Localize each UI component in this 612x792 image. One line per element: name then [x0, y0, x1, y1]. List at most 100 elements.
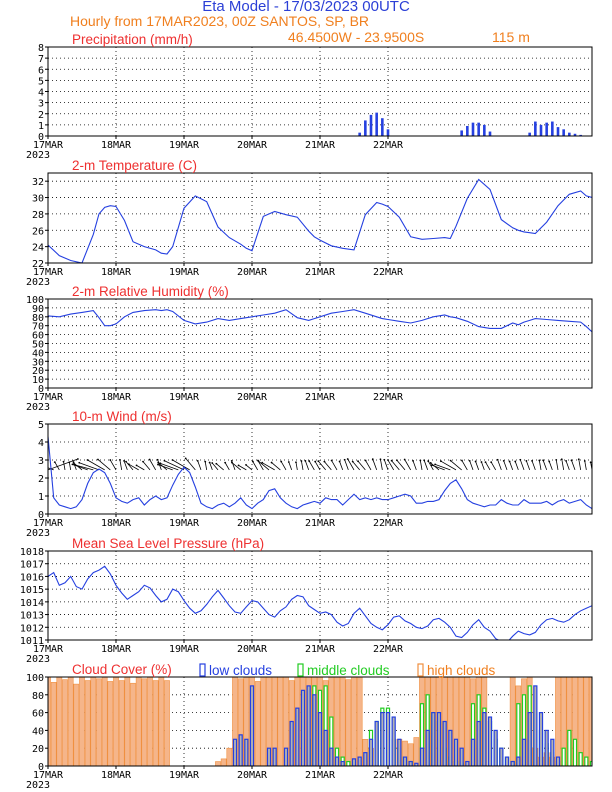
y-tick-label: 4	[38, 438, 44, 449]
panel-6: 0 20 40 60 80 100 17MAR 18MAR 19MAR 20MAR 21MAR 22M…	[26, 662, 593, 791]
y-tick-label: 80	[32, 313, 44, 324]
high-cloud-bar	[271, 677, 278, 766]
high-cloud-bar	[577, 677, 584, 766]
precip-bar	[488, 131, 492, 136]
legend-label: high clouds	[427, 663, 496, 678]
plot-area	[48, 47, 592, 136]
wind-barb-head	[343, 458, 346, 461]
low-cloud-bar	[521, 738, 527, 766]
wind-barb	[160, 462, 179, 471]
precip-bar	[483, 124, 486, 136]
y-tick-label: 70	[32, 322, 44, 333]
x-tick-label: 19MAR	[169, 770, 200, 781]
precip-bar	[477, 122, 480, 136]
wind-barb-head	[157, 463, 159, 466]
wind-barb	[68, 462, 72, 470]
wind-barb	[440, 460, 457, 471]
wind-barb-head	[287, 461, 290, 463]
wind-barb-head	[68, 461, 71, 464]
high-cloud-bar	[458, 677, 465, 766]
x-tick-label: 17MAR	[33, 267, 64, 278]
y-tick-label: 20	[32, 366, 44, 377]
middle-cloud-bar	[346, 760, 351, 766]
precip-bar	[460, 130, 463, 136]
high-cloud-bar	[158, 677, 165, 766]
low-cloud-bar	[317, 711, 323, 766]
high-cloud-bar	[243, 677, 250, 766]
wind-barb-head	[261, 461, 264, 464]
wind-barb	[497, 459, 502, 471]
plot-area	[48, 173, 592, 263]
wind-barb	[503, 460, 508, 471]
wind-barb	[157, 464, 173, 471]
low-cloud-bar	[470, 738, 476, 766]
panel-title: 2-m Temperature (C)	[72, 158, 197, 173]
x-tick-label: 18MAR	[101, 770, 132, 781]
wind-barb-head	[387, 459, 389, 461]
middle-cloud-bar	[470, 703, 476, 766]
high-cloud-bar	[407, 743, 414, 766]
high-cloud-bar	[56, 677, 63, 766]
wind-barb	[542, 460, 548, 471]
x-tick-label: 22MAR	[373, 770, 404, 781]
x-tick-label: 20MAR	[237, 644, 268, 655]
wind-barb	[434, 463, 451, 471]
y-tick-label: 6	[38, 65, 44, 76]
wind-barb	[125, 461, 134, 471]
low-cloud-bar	[544, 729, 549, 766]
x-tick-label: 18MAR	[101, 518, 132, 529]
y-tick-label: 0	[38, 384, 44, 395]
wind-barb-head	[555, 458, 558, 461]
wind-barb-head	[300, 460, 303, 462]
wind-barb-head	[163, 459, 166, 462]
wind-barb	[352, 461, 360, 471]
wind-barb	[412, 460, 417, 471]
low-cloud-bar	[453, 738, 459, 766]
middle-cloud-bar	[561, 747, 566, 766]
wind-barb	[245, 464, 253, 471]
wind-barb-head	[583, 460, 586, 462]
wind-barb	[519, 459, 525, 471]
high-cloud-bar	[96, 678, 102, 766]
legend-swatch	[297, 663, 304, 677]
wind-barb	[295, 462, 298, 470]
wind-barb-head	[390, 459, 393, 462]
wind-barb	[372, 459, 378, 471]
precip-bar	[539, 124, 543, 136]
wind-barb	[481, 461, 485, 471]
high-cloud-bar	[113, 677, 119, 766]
wind-barb-head	[215, 462, 218, 465]
x-tick-label: 17MAR	[33, 644, 64, 655]
high-cloud-bar	[566, 677, 573, 766]
wind-barb	[419, 460, 423, 470]
wind-barb-head	[589, 461, 592, 464]
wind-barb	[514, 461, 519, 471]
wind-barb-head	[142, 460, 144, 463]
precip-bar	[386, 129, 390, 136]
wind-barb-head	[330, 459, 333, 462]
y-tick-label: 3	[38, 456, 44, 467]
wind-barb-head	[538, 459, 541, 462]
high-cloud-bar	[254, 681, 261, 766]
wind-barb-head	[280, 460, 283, 463]
x-tick-label: 20MAR	[237, 518, 268, 529]
low-cloud-bar	[300, 689, 306, 766]
x-tick-label: 20MAR	[237, 267, 268, 278]
y-tick-label: 8	[38, 43, 44, 54]
precip-bar	[568, 132, 571, 136]
high-cloud-bar	[351, 677, 357, 766]
wind-barb-head	[159, 462, 162, 465]
wind-barb-head	[295, 461, 297, 464]
high-cloud-bar	[164, 680, 170, 766]
x-tick-label: 17MAR	[33, 770, 64, 781]
x-tick-label: 22MAR	[373, 644, 404, 655]
wind-barb	[48, 458, 79, 471]
precip-bar	[364, 120, 367, 136]
wind-barb-head	[123, 459, 125, 462]
header: Eta Model - 17/03/2023 00UTC Hourly from…	[70, 0, 530, 45]
wind-barb-head	[423, 459, 426, 462]
high-cloud-bar	[237, 678, 244, 766]
y-tick-label: 20	[32, 744, 44, 755]
